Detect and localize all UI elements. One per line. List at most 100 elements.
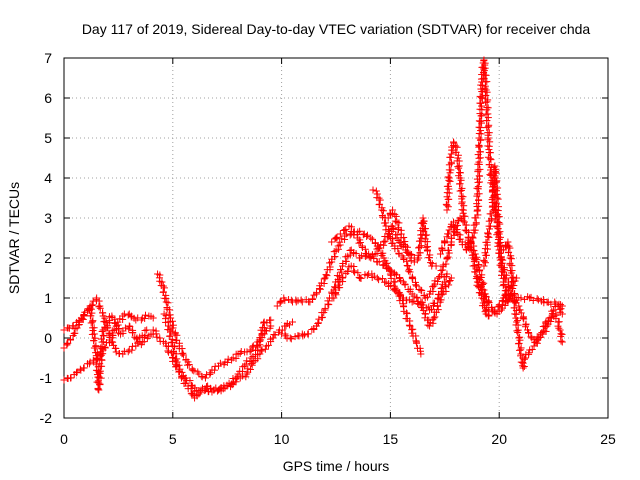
data-point xyxy=(256,350,264,358)
data-point xyxy=(447,274,455,282)
x-tick-label: 25 xyxy=(600,431,616,447)
data-point-interp xyxy=(483,117,491,125)
data-point-interp xyxy=(401,238,409,246)
data-point-interp xyxy=(184,361,192,369)
data-point-interp xyxy=(89,327,97,335)
data-point-interp xyxy=(97,344,105,352)
data-point-interp xyxy=(491,172,499,180)
data-point-interp xyxy=(445,281,453,289)
data-point-interp xyxy=(476,92,484,100)
data-point xyxy=(332,234,340,242)
data-point xyxy=(506,290,514,298)
data-point-interp xyxy=(477,81,485,89)
data-point xyxy=(378,206,386,214)
data-point-interp xyxy=(126,323,134,331)
data-point-interp xyxy=(92,342,100,350)
data-point-interp xyxy=(362,249,370,257)
data-point-interp xyxy=(505,295,513,303)
data-point-interp xyxy=(376,200,384,208)
data-point-interp xyxy=(482,293,490,301)
data-point-interp xyxy=(380,219,388,227)
data-point-interp xyxy=(372,187,380,195)
chart-title: Day 117 of 2019, Sidereal Day-to-day VTE… xyxy=(82,21,591,37)
data-point-interp xyxy=(444,173,452,181)
data-point xyxy=(369,186,377,194)
data-point-interp xyxy=(396,239,404,247)
data-point-interp xyxy=(500,280,508,288)
data-point xyxy=(149,314,157,322)
y-tick-label: 0 xyxy=(44,330,52,346)
data-point-interp xyxy=(475,154,483,162)
data-point-interp xyxy=(476,105,484,113)
data-point-interp xyxy=(190,367,198,375)
data-point-interp xyxy=(152,330,160,338)
x-tick-label: 5 xyxy=(169,431,177,447)
data-point xyxy=(164,322,172,330)
data-point-interp xyxy=(533,295,541,303)
data-point-interp xyxy=(441,237,449,245)
data-point xyxy=(484,230,492,238)
data-point xyxy=(95,386,103,394)
data-point-interp xyxy=(315,315,323,323)
data-point-interp xyxy=(164,347,172,355)
data-point-interp xyxy=(313,289,321,297)
data-point-interp xyxy=(520,355,528,363)
data-point xyxy=(286,334,294,342)
data-point-interp xyxy=(87,312,95,320)
data-point-interp xyxy=(333,233,341,241)
data-point-interp xyxy=(473,256,481,264)
data-point-interp xyxy=(455,164,463,172)
data-point-interp xyxy=(258,330,266,338)
data-point-interp xyxy=(507,255,515,263)
data-point-interp xyxy=(548,307,556,315)
data-point-interp xyxy=(482,91,490,99)
data-point-interp xyxy=(471,262,479,270)
data-point xyxy=(367,254,375,262)
data-point-interp xyxy=(480,279,488,287)
data-point-interp xyxy=(472,275,480,283)
data-point-interp xyxy=(342,225,350,233)
plot-frame xyxy=(63,57,609,419)
data-point-interp xyxy=(425,254,433,262)
data-point xyxy=(439,266,447,274)
data-point-interp xyxy=(419,306,427,314)
data-point xyxy=(336,230,344,238)
data-point-interp xyxy=(95,303,103,311)
data-point-interp xyxy=(198,373,206,381)
data-point-interp xyxy=(164,299,172,307)
data-point-interp xyxy=(173,363,181,371)
data-point-interp xyxy=(72,369,80,377)
data-point-interp xyxy=(453,143,461,151)
data-point-interp xyxy=(346,247,354,255)
data-point-interp xyxy=(408,329,416,337)
data-point-interp xyxy=(484,142,492,150)
data-point-interp xyxy=(504,282,512,290)
data-point-interp xyxy=(304,330,312,338)
data-point-interp xyxy=(519,359,527,367)
data-point-interp xyxy=(370,255,378,263)
data-point-interp xyxy=(101,317,109,325)
data-point-interp xyxy=(100,332,108,340)
data-point-interp xyxy=(278,326,286,334)
data-point-interp xyxy=(216,359,224,367)
data-point-interp xyxy=(420,220,428,228)
data-point xyxy=(143,326,151,334)
x-tick-label: 0 xyxy=(60,431,68,447)
data-point-interp xyxy=(515,339,523,347)
data-point xyxy=(93,354,101,362)
data-point-interp xyxy=(361,245,369,253)
data-point-interp xyxy=(442,200,450,208)
data-point-interp xyxy=(457,176,465,184)
data-point-interp xyxy=(80,364,88,372)
data-point-interp xyxy=(246,357,254,365)
data-point-interp xyxy=(387,281,395,289)
data-point-interp xyxy=(445,182,453,190)
data-point-interp xyxy=(314,319,322,327)
data-point xyxy=(395,250,403,258)
data-point-interp xyxy=(111,344,119,352)
data-point-interp xyxy=(124,348,132,356)
data-point-interp xyxy=(387,274,395,282)
data-point-interp xyxy=(501,291,509,299)
data-point-interp xyxy=(474,178,482,186)
